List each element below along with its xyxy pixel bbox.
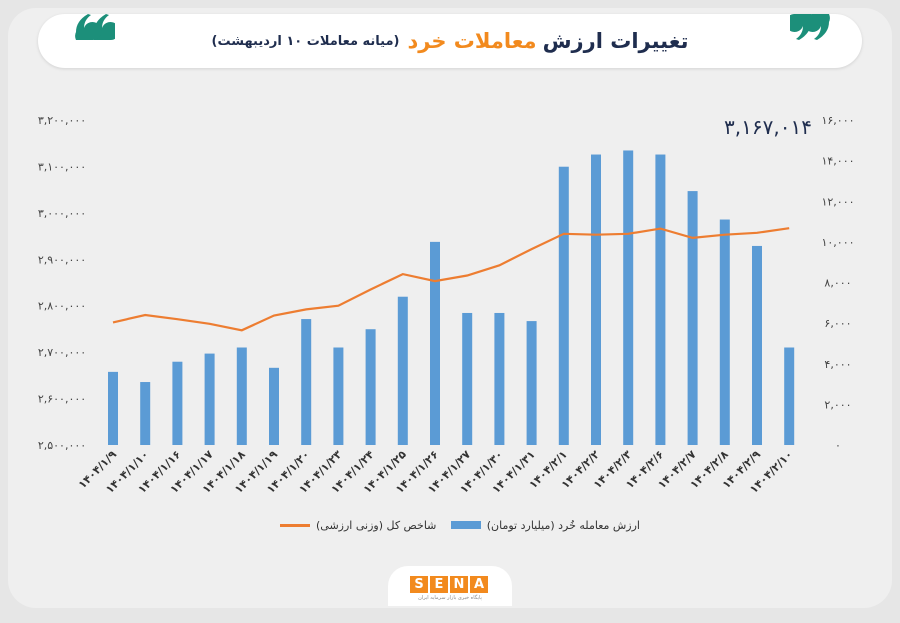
bar — [108, 371, 118, 445]
title-bar: تغییرات ارزش معاملات خرد (میانه معاملات … — [38, 14, 862, 68]
left-tick-label: ۲,۵۰۰,۰۰۰ — [38, 439, 86, 452]
index-line-series — [112, 227, 790, 332]
left-tick-label: ۲,۶۰۰,۰۰۰ — [38, 393, 86, 406]
logo-letter: A — [470, 576, 488, 593]
legend-bar-label: ارزش معامله خُرد (میلیارد تومان) — [486, 518, 640, 532]
right-tick-label: ۲,۰۰۰ — [824, 398, 851, 411]
title-highlight: معاملات خرد — [407, 29, 537, 53]
bar — [558, 166, 569, 445]
legend-item-line: شاخص کل (وزنی ارزشی) — [280, 519, 436, 532]
legend-item-bar: ارزش معامله خُرد (میلیارد تومان) — [450, 518, 640, 532]
left-tick-label: ۲,۹۰۰,۰۰۰ — [38, 253, 86, 266]
bar — [269, 367, 279, 445]
bar — [333, 347, 344, 445]
page-title: تغییرات ارزش معاملات خرد — [407, 29, 688, 53]
x-axis-ticks: ۱۴۰۴/۱/۹۱۴۰۴/۱/۱۰۱۴۰۴/۱/۱۶۱۴۰۴/۱/۱۷۱۴۰۴/… — [76, 448, 796, 496]
sena-logo: S E N A — [410, 576, 488, 593]
bar — [430, 241, 440, 445]
left-tick-label: ۳,۱۰۰,۰۰۰ — [38, 160, 86, 173]
bar — [140, 382, 151, 445]
right-tick-label: ۴,۰۰۰ — [824, 358, 851, 371]
title-prefix: تغییرات ارزش — [542, 29, 689, 53]
left-axis-ticks: ۲,۵۰۰,۰۰۰ ۲,۶۰۰,۰۰۰ ۲,۷۰۰,۰۰۰ ۲,۸۰۰,۰۰۰ ۲,۹۰… — [38, 114, 86, 452]
bar — [623, 150, 634, 445]
bar — [301, 319, 312, 445]
legend-line-swatch — [280, 523, 310, 527]
bar — [752, 245, 762, 445]
right-axis-ticks: ۰ ۲,۰۰۰ ۴,۰۰۰ ۶,۰۰۰ ۸,۰۰۰ ۱۰,۰۰۰ ۱۲,۰۰۰ ۱۴,۰۰۰ ۱… — [821, 114, 854, 452]
bar — [655, 154, 666, 445]
right-tick-label: ۸,۰۰۰ — [824, 277, 851, 290]
right-tick-label: ۱۶,۰۰۰ — [821, 114, 854, 127]
logo-tagline: پایگاه خبری بازار سرمایه ایران — [418, 595, 482, 601]
left-tick-label: ۲,۷۰۰,۰۰۰ — [38, 346, 86, 359]
right-tick-label: ۶,۰۰۰ — [824, 317, 851, 330]
bar — [462, 312, 473, 445]
right-tick-label: ۱۲,۰۰۰ — [821, 195, 854, 208]
title-subtitle: (میانه معاملات ۱۰ اردیبهشت) — [211, 33, 400, 49]
bar — [784, 347, 795, 445]
bar — [236, 347, 247, 445]
logo-letter: S — [410, 576, 428, 593]
bar-series — [108, 150, 795, 445]
quote-close-icon — [75, 14, 115, 40]
left-tick-label: ۳,۲۰۰,۰۰۰ — [38, 114, 86, 127]
logo-letter: E — [430, 576, 448, 593]
right-tick-label: ۱۴,۰۰۰ — [821, 155, 854, 168]
legend-bar-swatch — [450, 521, 481, 529]
quote-open-icon — [790, 14, 830, 40]
bar — [494, 312, 505, 445]
bar — [204, 353, 215, 445]
bar — [397, 296, 408, 445]
left-tick-label: ۲,۸۰۰,۰۰۰ — [38, 300, 86, 313]
bar — [526, 321, 537, 445]
bar — [591, 154, 601, 445]
infographic-card — [8, 8, 892, 608]
chart-legend: ارزش معامله خُرد (میلیارد تومان) شاخص کل… — [280, 514, 640, 536]
bar — [687, 191, 698, 445]
logo-letter: N — [450, 576, 468, 593]
bar — [719, 219, 730, 445]
right-tick-label: ۰ — [835, 439, 841, 452]
left-tick-label: ۳,۰۰۰,۰۰۰ — [38, 207, 86, 220]
combo-chart: ۲,۵۰۰,۰۰۰ ۲,۶۰۰,۰۰۰ ۲,۷۰۰,۰۰۰ ۲,۸۰۰,۰۰۰ ۲,۹۰… — [38, 114, 855, 496]
bar — [172, 361, 183, 445]
legend-line-label: شاخص کل (وزنی ارزشی) — [316, 518, 437, 532]
right-tick-label: ۱۰,۰۰۰ — [821, 236, 854, 249]
brand-logo-panel: S E N A پایگاه خبری بازار سرمایه ایران — [388, 566, 512, 606]
bar — [365, 329, 376, 445]
last-value-annotation: ۳,۱۶۷,۰۱۴ — [724, 115, 812, 139]
